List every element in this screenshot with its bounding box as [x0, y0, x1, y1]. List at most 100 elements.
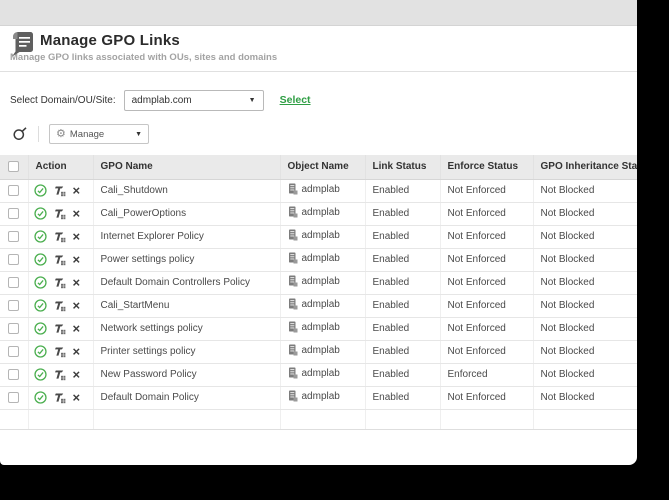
link-status-cell: Enabled	[365, 225, 441, 249]
object-name-cell: admplab	[280, 294, 366, 318]
table-row: × Default Domain Policy admplab Enabled	[0, 386, 637, 410]
enforce-status-cell: Not Enforced	[440, 202, 534, 226]
row-checkbox[interactable]	[8, 276, 20, 288]
table-row: × Network settings policy admplab Enable…	[0, 317, 637, 341]
object-name-text: admplab	[301, 229, 340, 241]
toolbar-divider	[38, 126, 39, 142]
manage-dropdown[interactable]: ⚙ Manage ▼	[49, 124, 149, 144]
remove-link-x-icon[interactable]: ×	[72, 321, 81, 336]
remove-link-x-icon[interactable]: ×	[72, 344, 81, 359]
enable-link-check-icon[interactable]	[33, 230, 47, 243]
gpo-settings-icon[interactable]	[54, 231, 66, 243]
object-name-cell: admplab	[280, 179, 366, 203]
remove-link-x-icon[interactable]: ×	[72, 229, 81, 244]
gpo-settings-icon[interactable]	[54, 392, 66, 404]
enable-link-check-icon[interactable]	[33, 207, 47, 220]
table-header-row: Action GPO Name Object Name Link Status …	[0, 155, 637, 180]
select-link[interactable]: Select	[279, 94, 311, 106]
enforce-status-cell: Not Enforced	[440, 386, 534, 410]
gpo-name-cell: Internet Explorer Policy	[93, 225, 281, 249]
column-header-link-status[interactable]: Link Status	[365, 155, 441, 180]
gpo-settings-icon[interactable]	[54, 323, 66, 335]
domain-selector-row: Select Domain/OU/Site: admplab.com ▼ Sel…	[10, 89, 637, 111]
gpo-name-cell: Printer settings policy	[93, 340, 281, 364]
column-header-gpo-inheritance-status[interactable]: GPO Inheritance Status	[533, 155, 637, 180]
enforce-status-cell: Not Enforced	[440, 179, 534, 203]
remove-link-x-icon[interactable]: ×	[72, 390, 81, 405]
enforce-status-cell: Not Enforced	[440, 225, 534, 249]
gpo-settings-icon[interactable]	[54, 277, 66, 289]
domain-select-label: Select Domain/OU/Site:	[10, 94, 116, 106]
enable-link-check-icon[interactable]	[33, 276, 47, 289]
row-checkbox[interactable]	[8, 368, 20, 380]
link-status-cell: Enabled	[365, 294, 441, 318]
column-header-action[interactable]: Action	[28, 155, 94, 180]
remove-link-x-icon[interactable]: ×	[72, 275, 81, 290]
table-toolbar: ⚙ Manage ▼	[0, 123, 637, 145]
gpo-inheritance-status-cell: Not Blocked	[533, 363, 637, 387]
chevron-down-icon: ▼	[248, 96, 256, 104]
gpo-name-cell: Cali_PowerOptions	[93, 202, 281, 226]
gpo-name-cell: New Password Policy	[93, 363, 281, 387]
column-header-gpo-name[interactable]: GPO Name	[93, 155, 281, 180]
domain-icon	[288, 390, 298, 402]
gpo-settings-icon[interactable]	[54, 346, 66, 358]
row-checkbox[interactable]	[8, 253, 20, 265]
enable-link-check-icon[interactable]	[33, 345, 47, 358]
row-checkbox[interactable]	[8, 299, 20, 311]
table-row: × New Password Policy admplab Enabled E	[0, 363, 637, 387]
enable-link-check-icon[interactable]	[33, 322, 47, 335]
object-name-text: admplab	[301, 367, 340, 379]
empty-filler-row	[0, 409, 637, 430]
row-checkbox[interactable]	[8, 322, 20, 334]
gpo-settings-icon[interactable]	[54, 369, 66, 381]
enable-link-check-icon[interactable]	[33, 368, 47, 381]
link-status-cell: Enabled	[365, 340, 441, 364]
row-checkbox[interactable]	[8, 230, 20, 242]
domain-icon	[288, 298, 298, 310]
remove-link-x-icon[interactable]: ×	[72, 367, 81, 382]
enforce-status-cell: Enforced	[440, 363, 534, 387]
object-name-cell: admplab	[280, 317, 366, 341]
enable-link-check-icon[interactable]	[33, 299, 47, 312]
chevron-down-icon: ▼	[135, 130, 142, 138]
enable-link-check-icon[interactable]	[33, 391, 47, 404]
enforce-status-cell: Not Enforced	[440, 271, 534, 295]
object-name-text: admplab	[301, 344, 340, 356]
gpo-scroll-icon	[10, 31, 34, 57]
enforce-status-cell: Not Enforced	[440, 340, 534, 364]
gpo-name-cell: Network settings policy	[93, 317, 281, 341]
link-status-cell: Enabled	[365, 363, 441, 387]
gpo-settings-icon[interactable]	[54, 185, 66, 197]
gpo-settings-icon[interactable]	[54, 208, 66, 220]
gpo-settings-icon[interactable]	[54, 254, 66, 266]
remove-link-x-icon[interactable]: ×	[72, 183, 81, 198]
object-name-text: admplab	[301, 390, 340, 402]
link-status-cell: Enabled	[365, 179, 441, 203]
gpo-inheritance-status-cell: Not Blocked	[533, 202, 637, 226]
link-status-cell: Enabled	[365, 271, 441, 295]
table-row: × Cali_PowerOptions admplab Enabled Not	[0, 202, 637, 226]
search-icon[interactable]	[12, 126, 28, 142]
page-subtitle: Manage GPO links associated with OUs, si…	[10, 52, 278, 63]
enable-link-check-icon[interactable]	[33, 184, 47, 197]
select-all-header	[0, 155, 29, 180]
gear-icon: ⚙	[56, 127, 66, 140]
row-checkbox[interactable]	[8, 391, 20, 403]
row-checkbox[interactable]	[8, 184, 20, 196]
domain-dropdown[interactable]: admplab.com ▼	[123, 89, 264, 111]
select-all-checkbox[interactable]	[8, 161, 20, 173]
object-name-text: admplab	[301, 183, 340, 195]
row-checkbox[interactable]	[8, 345, 20, 357]
remove-link-x-icon[interactable]: ×	[72, 206, 81, 221]
table-row: × Cali_StartMenu admplab Enabled Not En	[0, 294, 637, 318]
table-row: × Cali_Shutdown admplab Enabled Not Enf	[0, 179, 637, 203]
column-header-enforce-status[interactable]: Enforce Status	[440, 155, 534, 180]
table-row: × Default Domain Controllers Policy admp…	[0, 271, 637, 295]
row-checkbox[interactable]	[8, 207, 20, 219]
column-header-object-name[interactable]: Object Name	[280, 155, 366, 180]
remove-link-x-icon[interactable]: ×	[72, 252, 81, 267]
enable-link-check-icon[interactable]	[33, 253, 47, 266]
gpo-settings-icon[interactable]	[54, 300, 66, 312]
remove-link-x-icon[interactable]: ×	[72, 298, 81, 313]
